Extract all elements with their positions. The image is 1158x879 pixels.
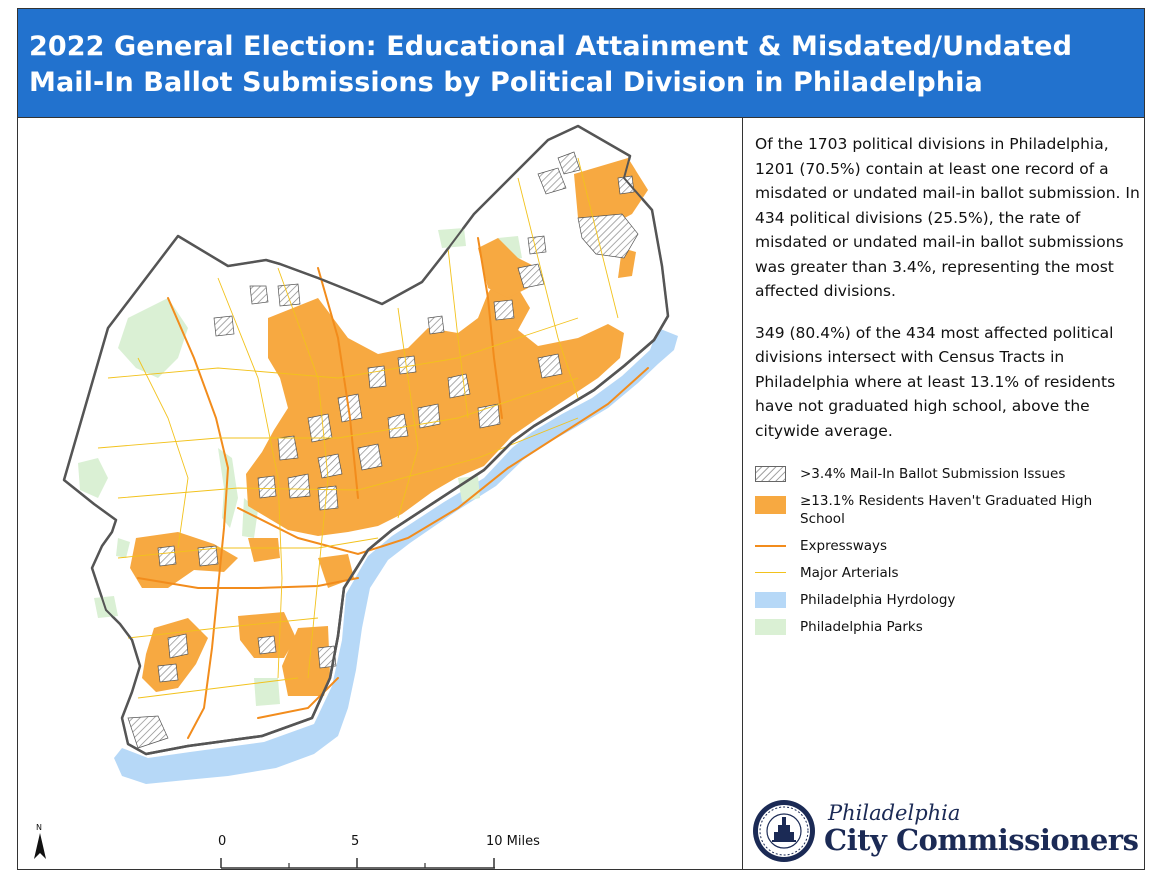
legend-label-ballot-issues: >3.4% Mail-In Ballot Submission Issues xyxy=(800,466,1066,482)
side-panel: Of the 1703 political divisions in Phila… xyxy=(744,118,1144,869)
scale-label-10: 10 Miles xyxy=(486,834,540,849)
legend: >3.4% Mail-In Ballot Submission Issues ≥… xyxy=(755,465,1144,636)
north-arrow-icon xyxy=(34,833,46,859)
summary-paragraph-1: Of the 1703 political divisions in Phila… xyxy=(755,135,1140,300)
hydrology-swatch-icon xyxy=(755,592,786,608)
map-title-line-2: Mail-In Ballot Submissions by Political … xyxy=(29,67,983,98)
title-bar: 2022 General Election: Educational Attai… xyxy=(18,9,1144,118)
shoreline xyxy=(145,315,670,756)
arterial-swatch-icon xyxy=(755,565,786,581)
legend-item-education: ≥13.1% Residents Haven't Graduated High … xyxy=(755,492,1144,528)
scale-label-0: 0 xyxy=(218,834,227,849)
summary-paragraph-2: 349 (80.4%) of the 434 most affected pol… xyxy=(755,323,1116,440)
logo-city-commissioners: City Commissioners xyxy=(824,823,1139,857)
education-swatch-icon xyxy=(755,496,786,514)
north-arrow: N xyxy=(32,823,48,861)
legend-item-arterials: Major Arterials xyxy=(755,564,1144,582)
legend-label-arterials: Major Arterials xyxy=(800,565,899,581)
legend-item-parks: Philadelphia Parks xyxy=(755,618,1144,636)
north-label: N xyxy=(36,823,42,832)
legend-label-hydrology: Philadelphia Hyrdology xyxy=(800,592,956,608)
hatch-swatch-icon xyxy=(755,466,786,482)
legend-label-parks: Philadelphia Parks xyxy=(800,619,923,635)
legend-item-expressways: Expressways xyxy=(755,537,1144,555)
map-frame: 2022 General Election: Educational Attai… xyxy=(17,8,1145,870)
scale-bar: 0 5 10 Miles xyxy=(218,834,548,874)
scale-label-5: 5 xyxy=(351,834,360,849)
ballot-issue-divisions-layer xyxy=(127,151,639,749)
logo-philadelphia: Philadelphia xyxy=(828,801,961,825)
map-title-line-1: 2022 General Election: Educational Attai… xyxy=(29,31,1073,62)
parks-swatch-icon xyxy=(755,619,786,635)
legend-label-education: ≥13.1% Residents Haven't Graduated High … xyxy=(800,493,1093,527)
legend-item-hydrology: Philadelphia Hyrdology xyxy=(755,591,1144,609)
legend-label-expressways: Expressways xyxy=(800,538,888,554)
city-commissioners-logo: Philadelphia City Commissioners xyxy=(752,797,1142,867)
delaware-river xyxy=(114,328,678,784)
expressways-layer xyxy=(137,237,649,739)
arterials-layer xyxy=(97,157,619,699)
seal-icon xyxy=(753,800,815,862)
expressway-swatch-icon xyxy=(755,538,786,554)
map-panel: N 0 5 10 Miles xyxy=(18,118,743,869)
philadelphia-map xyxy=(62,124,678,784)
legend-item-ballot-issues: >3.4% Mail-In Ballot Submission Issues xyxy=(755,465,1144,483)
scale-bar-graphic xyxy=(220,858,495,869)
